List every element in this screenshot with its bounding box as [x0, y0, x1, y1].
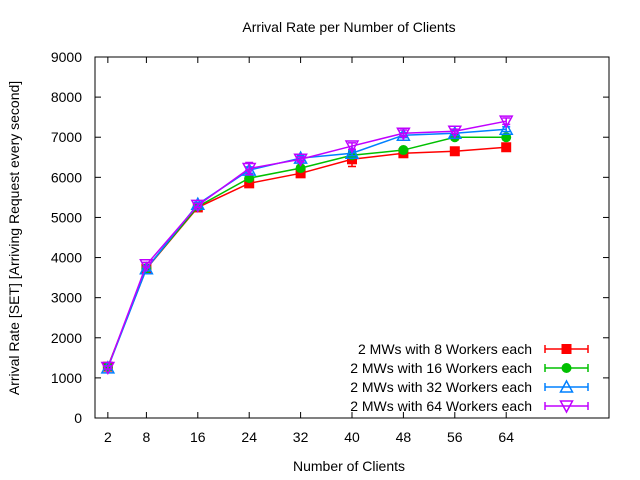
y-tick-label: 2000	[51, 330, 82, 346]
data-point	[344, 145, 360, 160]
series-3	[100, 121, 514, 374]
x-tick-label: 24	[241, 429, 257, 445]
data-point	[498, 115, 514, 129]
data-point	[100, 361, 116, 376]
series-4	[100, 115, 514, 376]
legend-label: 2 MWs with 64 Workers each	[350, 398, 532, 414]
data-point	[398, 145, 409, 156]
y-tick-label: 4000	[51, 250, 82, 266]
data-point	[190, 199, 206, 213]
legend-entry: 2 MWs with 32 Workers each	[350, 379, 589, 395]
x-tick-label: 56	[447, 429, 463, 445]
y-tick-label: 1000	[51, 370, 82, 386]
x-tick-label: 64	[498, 429, 514, 445]
series-line	[107, 146, 507, 367]
legend-label: 2 MWs with 32 Workers each	[350, 379, 532, 395]
x-tick-label: 8	[143, 429, 151, 445]
data-point	[295, 168, 306, 179]
x-tick-label: 48	[396, 429, 412, 445]
series-2	[102, 132, 512, 373]
chart-title: Arrival Rate per Number of Clients	[242, 19, 455, 35]
series-layer	[100, 115, 514, 376]
legend-label: 2 MWs with 16 Workers each	[350, 360, 532, 376]
x-tick-label: 40	[344, 429, 360, 445]
legend-entry: 2 MWs with 64 Workers each	[350, 398, 589, 414]
x-tick-label: 32	[293, 429, 309, 445]
legend-entry: 2 MWs with 16 Workers each	[350, 360, 589, 376]
series-line	[107, 128, 507, 369]
data-point	[396, 127, 411, 141]
y-tick-label: 8000	[51, 89, 82, 105]
x-axis-title: Number of Clients	[293, 458, 405, 474]
data-point	[498, 121, 514, 135]
data-point	[293, 153, 308, 167]
legend-label: 2 MWs with 8 Workers each	[358, 341, 532, 357]
data-point	[139, 259, 154, 273]
x-tick-label: 2	[104, 429, 112, 445]
series-1	[102, 142, 512, 372]
x-axis: 2 8 16 24 32 40 48 56 64	[104, 57, 514, 445]
legend: 2 MWs with 8 Workers each 2 MWs with 16 W…	[350, 341, 589, 414]
legend-marker	[561, 363, 572, 373]
x-tick-label: 16	[190, 429, 206, 445]
data-point	[501, 142, 512, 153]
legend-entry: 2 MWs with 8 Workers each	[358, 341, 589, 357]
data-point	[447, 125, 463, 139]
y-tick-label: 5000	[51, 209, 82, 225]
legend-marker	[559, 379, 574, 393]
data-point	[295, 163, 306, 174]
legend-marker	[561, 344, 572, 354]
data-point	[344, 140, 360, 154]
y-axis-title: Arrival Rate [SET] [Arriving Request eve…	[6, 81, 22, 395]
data-point	[449, 146, 460, 157]
y-tick-label: 3000	[51, 290, 82, 306]
y-tick-label: 9000	[51, 49, 82, 65]
y-tick-label: 6000	[51, 169, 82, 185]
y-tick-label: 7000	[51, 129, 82, 145]
y-tick-label: 0	[74, 410, 82, 426]
legend-marker	[559, 400, 574, 414]
y-axis: 0 1000 2000 3000 4000 5000 6000 7000 8000 9000	[51, 49, 609, 426]
data-point	[241, 162, 257, 177]
data-point	[139, 261, 154, 275]
data-point	[244, 178, 255, 189]
